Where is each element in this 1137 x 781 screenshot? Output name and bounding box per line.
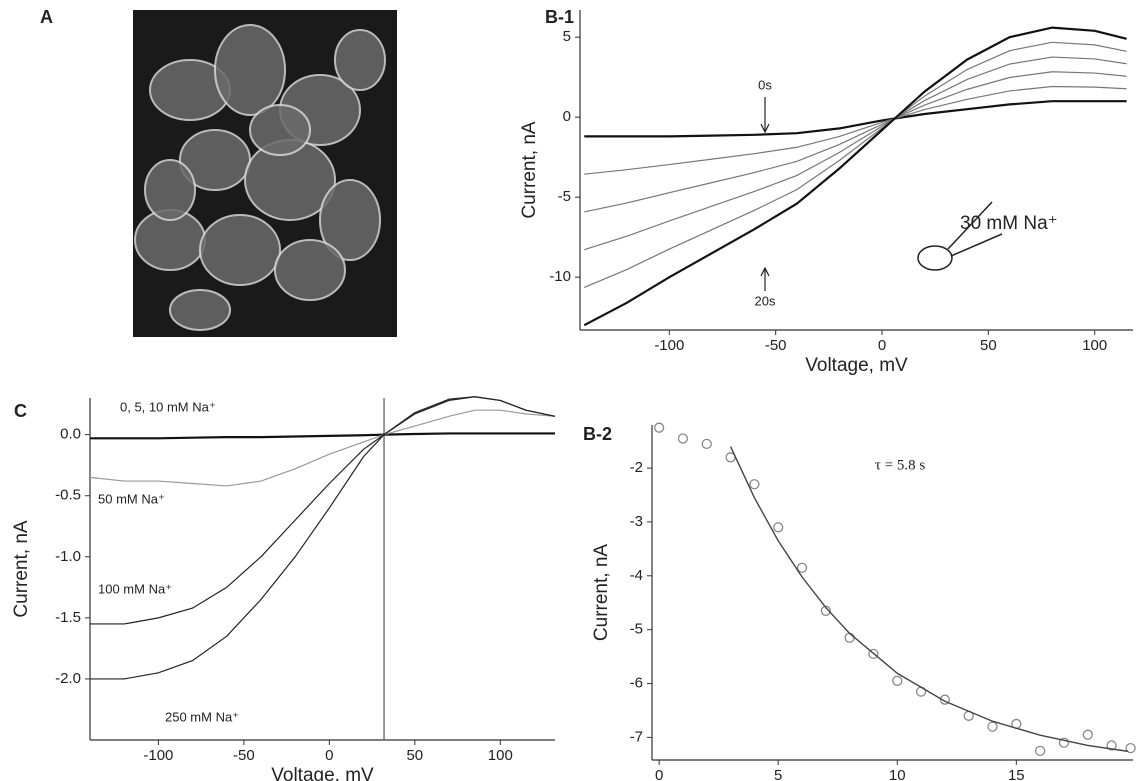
data-line xyxy=(584,41,1127,288)
x-tick-label: 15 xyxy=(1008,767,1025,781)
y-tick-label: -10 xyxy=(549,268,571,285)
annotation: 100 mM Na⁺ xyxy=(98,581,172,596)
data-point xyxy=(820,605,831,616)
x-tick-label: -100 xyxy=(654,337,684,354)
cell xyxy=(319,179,381,261)
arrow xyxy=(760,266,770,291)
data-line xyxy=(584,100,1127,138)
x-tick-label: 10 xyxy=(889,767,906,781)
data-line xyxy=(584,85,1127,175)
data-point xyxy=(1034,745,1046,756)
y-axis-label: Current, nA xyxy=(11,520,32,617)
y-tick-label: -4 xyxy=(630,567,643,584)
annotation: τ = 5.8 s xyxy=(875,457,925,473)
panel-label: B-1 xyxy=(545,7,574,27)
data-point xyxy=(844,632,855,643)
data-point xyxy=(701,438,712,450)
cell xyxy=(249,104,311,156)
y-axis-label: Current, nA xyxy=(591,544,612,641)
data-line xyxy=(90,396,556,680)
x-tick-label: -50 xyxy=(233,747,255,764)
y-tick-label: -6 xyxy=(630,674,643,691)
cell-icon xyxy=(917,245,953,271)
data-line xyxy=(584,71,1127,213)
cell xyxy=(199,214,281,286)
x-tick-label: 100 xyxy=(1082,337,1107,354)
cell xyxy=(169,289,231,331)
x-tick-label: 0 xyxy=(878,337,886,354)
panel-label: C xyxy=(14,401,27,421)
data-point xyxy=(1125,743,1136,754)
data-point xyxy=(749,479,760,490)
annotation: 0s xyxy=(758,77,772,92)
panel-label: B-2 xyxy=(583,424,612,444)
y-tick-label: 5 xyxy=(563,28,571,45)
cell xyxy=(274,239,346,301)
data-line xyxy=(90,432,555,440)
y-tick-label: 0.0 xyxy=(60,426,81,443)
y-tick-label: -3 xyxy=(630,513,643,530)
x-tick-label: 100 xyxy=(488,747,513,764)
annotation: 250 mM Na⁺ xyxy=(165,709,239,724)
y-tick-label: 0 xyxy=(563,108,571,125)
data-line xyxy=(584,56,1127,251)
x-tick-label: 5 xyxy=(774,767,782,781)
annotation: 30 mM Na⁺ xyxy=(960,213,1058,234)
y-tick-label: -2.0 xyxy=(55,670,81,687)
panel-label: A xyxy=(40,7,53,27)
x-axis-label: Voltage, mV xyxy=(805,355,908,376)
x-tick-label: 50 xyxy=(406,747,423,764)
y-tick-label: -5 xyxy=(558,188,571,205)
annotation: 20s xyxy=(755,293,776,308)
x-tick-label: 0 xyxy=(655,767,663,781)
data-point xyxy=(1082,729,1093,740)
pipette-icon xyxy=(947,201,1003,257)
data-line xyxy=(89,409,556,487)
cell xyxy=(144,159,196,221)
y-tick-label: -0.5 xyxy=(55,487,81,504)
data-point xyxy=(773,522,784,533)
x-tick-label: -50 xyxy=(765,337,787,354)
arrow xyxy=(760,97,770,134)
x-tick-label: -100 xyxy=(143,747,173,764)
y-tick-label: -1.0 xyxy=(55,548,81,565)
y-tick-label: -5 xyxy=(630,621,643,638)
data-line xyxy=(729,446,1129,753)
x-tick-label: 50 xyxy=(980,337,997,354)
data-point xyxy=(653,422,665,433)
data-point xyxy=(892,675,903,686)
x-axis-label: Voltage, mV xyxy=(271,765,374,781)
y-axis-label: Current, nA xyxy=(519,121,540,218)
x-tick-label: 0 xyxy=(325,747,333,764)
data-point xyxy=(987,721,998,732)
y-tick-label: -2 xyxy=(630,459,643,476)
data-point xyxy=(796,562,808,573)
annotation: 50 mM Na⁺ xyxy=(98,491,165,506)
data-line xyxy=(583,26,1127,327)
cell xyxy=(334,29,386,91)
y-tick-label: -1.5 xyxy=(55,609,81,626)
data-point xyxy=(1106,740,1117,751)
y-tick-label: -7 xyxy=(630,728,643,745)
annotation: 0, 5, 10 mM Na⁺ xyxy=(120,399,216,414)
cell xyxy=(214,24,286,116)
data-point xyxy=(677,433,689,444)
